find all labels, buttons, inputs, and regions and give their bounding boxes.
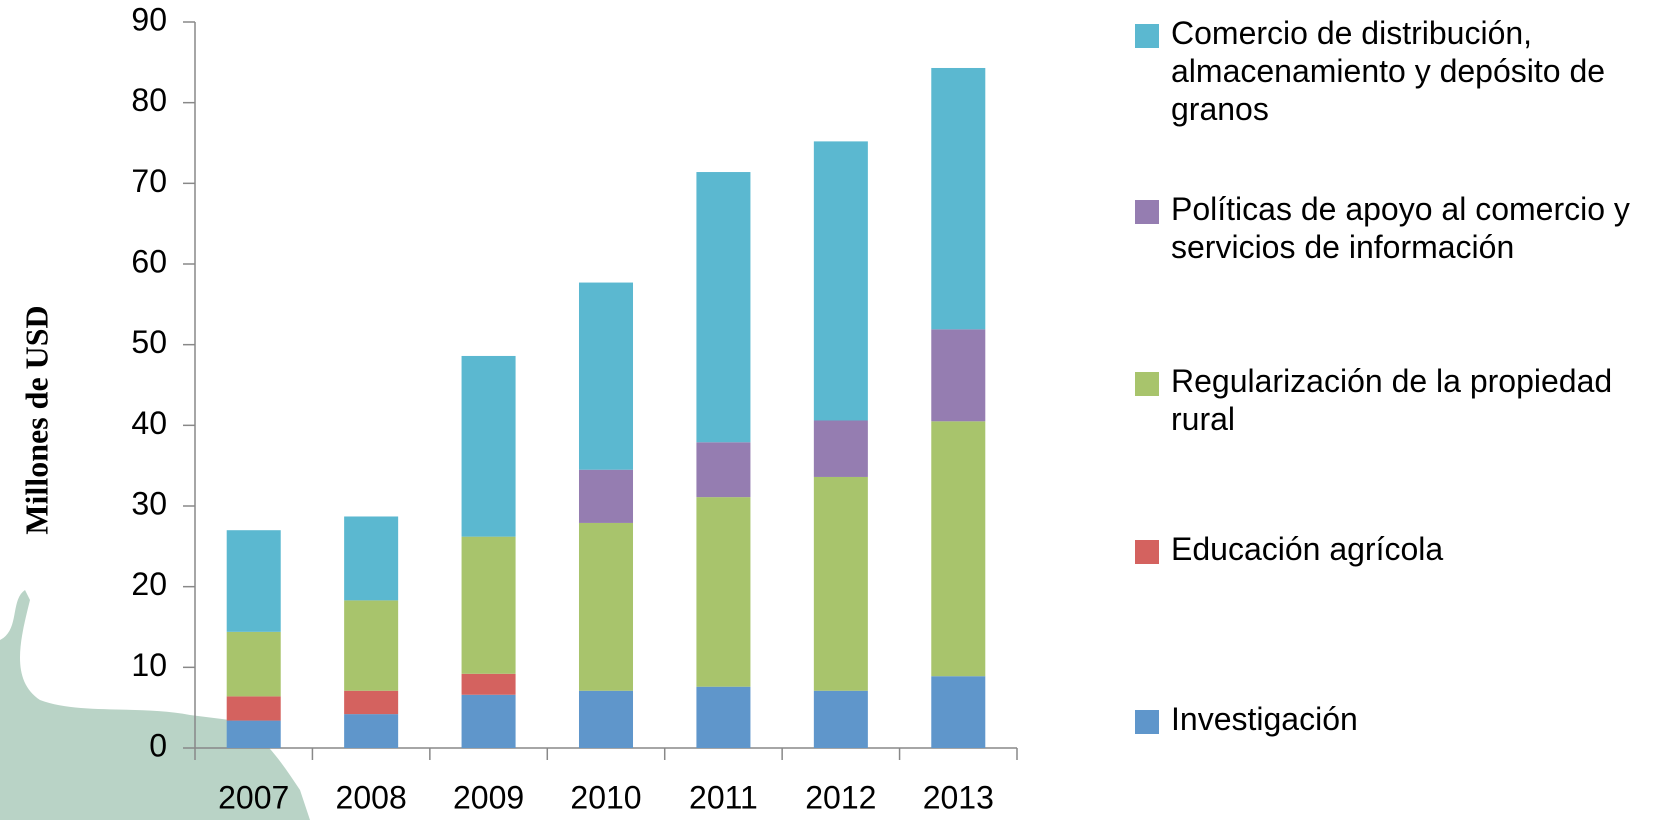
bar-segment: [813, 690, 868, 748]
background-map: [0, 590, 310, 820]
bar-segment: [461, 355, 516, 537]
legend-label: Comercio de distribución, almacenamiento…: [1171, 15, 1606, 127]
x-tick-label: 2013: [923, 779, 994, 815]
bar-segment: [461, 536, 516, 674]
bar-segment: [226, 720, 281, 748]
legend-item: Comercio de distribución, almacenamiento…: [1135, 14, 1635, 128]
bar-segment: [578, 522, 634, 691]
y-tick-label: 80: [131, 82, 167, 118]
x-tick-label: 2010: [570, 779, 641, 815]
legend-swatch: [1135, 24, 1159, 48]
bar-segment: [344, 516, 399, 601]
bar-segment: [813, 476, 868, 691]
y-tick-label: 20: [131, 566, 167, 602]
bar-segment: [344, 600, 399, 691]
bar-segment: [578, 690, 634, 748]
legend-swatch: [1135, 540, 1159, 564]
y-tick-label: 70: [131, 163, 167, 199]
y-tick-label: 50: [131, 324, 167, 360]
bar-segment: [931, 67, 986, 330]
bar-segment: [696, 686, 751, 748]
legend-label: Regularización de la propiedad rural: [1171, 363, 1613, 437]
bar-segment: [813, 141, 868, 421]
legend-label: Investigación: [1171, 701, 1358, 737]
y-tick-label: 30: [131, 485, 167, 521]
bar-segment: [696, 172, 751, 443]
legend-swatch: [1135, 710, 1159, 734]
bar-segment: [578, 282, 634, 470]
y-tick-label: 10: [131, 647, 167, 683]
x-tick-label: 2009: [453, 779, 524, 815]
bar-segment: [931, 329, 986, 422]
bar-segment: [461, 694, 516, 748]
bar-segment: [226, 530, 281, 632]
bar-segment: [226, 696, 281, 721]
y-axis-title: Millones de USD: [18, 305, 54, 534]
y-tick-label: 0: [149, 727, 167, 763]
legend-item: Educación agrícola: [1135, 530, 1635, 568]
y-tick-label: 90: [131, 1, 167, 37]
y-tick-label: 40: [131, 405, 167, 441]
bar-segment: [461, 673, 516, 695]
bar-segment: [931, 676, 986, 748]
legend-item: Regularización de la propiedad rural: [1135, 362, 1635, 438]
y-tick-label: 60: [131, 243, 167, 279]
bar-segment: [696, 497, 751, 687]
bar-segment: [696, 442, 751, 498]
legend-swatch: [1135, 200, 1159, 224]
bar-segment: [813, 420, 868, 477]
legend-label: Educación agrícola: [1171, 531, 1444, 567]
x-tick-label: 2008: [336, 779, 407, 815]
bar-segment: [344, 714, 399, 748]
bar-segment: [226, 631, 281, 697]
legend-swatch: [1135, 372, 1159, 396]
legend-item: Investigación: [1135, 700, 1635, 738]
bar-segment: [931, 421, 986, 677]
legend-item: Políticas de apoyo al comercio y servici…: [1135, 190, 1635, 266]
x-tick-label: 2011: [689, 779, 758, 815]
legend-label: Políticas de apoyo al comercio y servici…: [1171, 191, 1630, 265]
bar-segment: [344, 690, 399, 715]
bar-segment: [578, 469, 634, 523]
x-tick-label: 2007: [218, 779, 289, 815]
x-tick-label: 2012: [805, 779, 876, 815]
